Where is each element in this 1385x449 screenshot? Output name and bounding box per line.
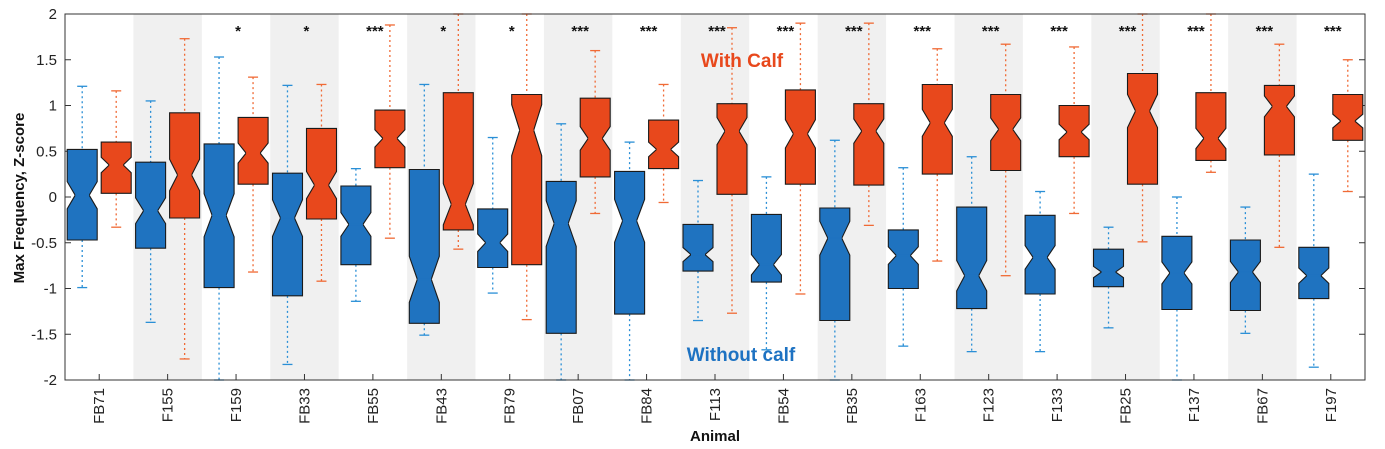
x-tick-label-F155: F155	[160, 388, 177, 422]
FB33-with-calf-box	[305, 127, 338, 220]
FB43-with-calf-box	[442, 92, 474, 231]
significance-F123: ***	[982, 23, 1000, 40]
FB35-without-calf-box	[819, 207, 851, 322]
FB84-without-calf-box	[614, 170, 646, 315]
x-axis-title: Animal	[690, 428, 740, 445]
y-tick-label: 1	[49, 98, 57, 115]
band-FB67	[1228, 14, 1297, 380]
FB55-without-calf-box	[340, 185, 372, 266]
F133-with-calf-box	[1058, 104, 1090, 158]
band-FB35	[817, 14, 887, 380]
y-tick-label: 0	[49, 189, 57, 206]
significance-F113: ***	[708, 23, 726, 40]
band-F113	[680, 14, 750, 380]
significance-F133: ***	[1050, 23, 1068, 40]
F197-with-calf-box	[1332, 93, 1364, 141]
x-tick-label-FB43: FB43	[433, 388, 450, 424]
FB33-without-calf-box	[271, 172, 304, 297]
y-tick-label: -1.5	[31, 326, 57, 343]
x-tick-label-FB33: FB33	[296, 388, 313, 424]
FB79-without-calf-box	[477, 208, 509, 269]
significance-FB43: *	[440, 23, 446, 40]
band-F123	[954, 14, 1023, 380]
plot-frame	[64, 13, 1366, 381]
FB67-with-calf-box	[1263, 84, 1295, 156]
y-tick-label: 2	[49, 6, 57, 23]
F163-without-calf-box	[887, 229, 919, 290]
x-tick-label-FB84: FB84	[639, 388, 656, 424]
x-tick-label-FB79: FB79	[502, 388, 519, 424]
FB54-with-calf-box	[784, 89, 816, 185]
F155-with-calf-box	[169, 112, 201, 219]
without-calf-annotation: Without calf	[687, 345, 796, 366]
FB79-with-calf-box	[511, 93, 543, 266]
FB07-without-calf-box	[545, 180, 577, 334]
significance-F137: ***	[1187, 23, 1205, 40]
F155-without-calf-box	[135, 161, 167, 249]
FB67-without-calf-box	[1229, 239, 1261, 312]
FB25-without-calf-box	[1092, 248, 1125, 288]
significance-FB55: ***	[366, 23, 384, 40]
FB71-with-calf-box	[100, 141, 132, 194]
x-tick-label-FB25: FB25	[1118, 388, 1135, 424]
x-tick-label-F163: F163	[912, 388, 929, 422]
FB25-with-calf-box	[1126, 72, 1159, 185]
x-tick-label-FB67: FB67	[1254, 388, 1271, 424]
FB84-with-calf-box	[648, 119, 680, 170]
FB35-with-calf-box	[853, 103, 885, 186]
y-tick-label: -1	[44, 281, 57, 298]
F133-without-calf-box	[1024, 214, 1056, 295]
FB43-without-calf-box	[408, 168, 440, 324]
significance-F163: ***	[914, 23, 932, 40]
y-tick-label: 1.5	[36, 52, 57, 69]
y-tick-label: -0.5	[31, 235, 57, 252]
x-tick-label-F159: F159	[228, 388, 245, 422]
FB54-without-calf-box	[750, 213, 782, 283]
significance-F159: *	[235, 23, 241, 40]
significance-FB67: ***	[1256, 23, 1274, 40]
x-tick-label-F137: F137	[1186, 388, 1203, 422]
significance-FB33: *	[304, 23, 310, 40]
F137-with-calf-box	[1195, 92, 1227, 161]
y-tick-label: -2	[44, 372, 57, 389]
F163-with-calf-box	[921, 83, 953, 175]
F113-with-calf-box	[716, 103, 748, 195]
significance-FB54: ***	[777, 23, 795, 40]
x-tick-label-F133: F133	[1049, 388, 1066, 422]
box-series	[66, 13, 1364, 381]
y-axis-title: Max Frequency, Z-score	[11, 113, 28, 284]
x-tick-label-FB54: FB54	[775, 388, 792, 424]
y-tick-labels: -2 -1.5 -1 -0.5 0 0.5 1 1.5 2	[31, 6, 57, 389]
significance-FB25: ***	[1119, 23, 1137, 40]
F123-with-calf-box	[990, 93, 1022, 172]
significance-FB07: ***	[571, 23, 589, 40]
x-tick-label-FB35: FB35	[844, 388, 861, 424]
significance-markers: * * *** * * *** *** *** *** *** *** *** *** *** *** ***…	[235, 23, 1342, 40]
F113-without-calf-box	[682, 223, 714, 272]
band-FB25	[1091, 14, 1160, 380]
F123-without-calf-box	[956, 206, 988, 310]
x-tick-label-FB55: FB55	[365, 388, 382, 424]
x-tick-label-FB71: FB71	[91, 388, 108, 424]
significance-FB84: ***	[640, 23, 658, 40]
alternating-background-bands	[133, 14, 1297, 380]
FB07-with-calf-box	[579, 97, 611, 178]
x-tick-label-F113: F113	[707, 388, 724, 421]
x-tick-label-FB07: FB07	[570, 388, 587, 424]
y-tick-label: 0.5	[36, 143, 57, 160]
F197-without-calf-box	[1298, 246, 1330, 300]
F159-with-calf-box	[237, 116, 269, 185]
x-tick-label-F123: F123	[981, 388, 998, 422]
significance-FB35: ***	[845, 23, 863, 40]
significance-F197: ***	[1324, 23, 1342, 40]
with-calf-annotation: With Calf	[701, 51, 784, 72]
x-tick-labels: FB71 F155 F159 FB33 FB55 FB43 FB79 FB07 FB84 F113…	[91, 388, 1340, 424]
significance-FB79: *	[509, 23, 515, 40]
x-tick-label-F197: F197	[1323, 388, 1340, 422]
